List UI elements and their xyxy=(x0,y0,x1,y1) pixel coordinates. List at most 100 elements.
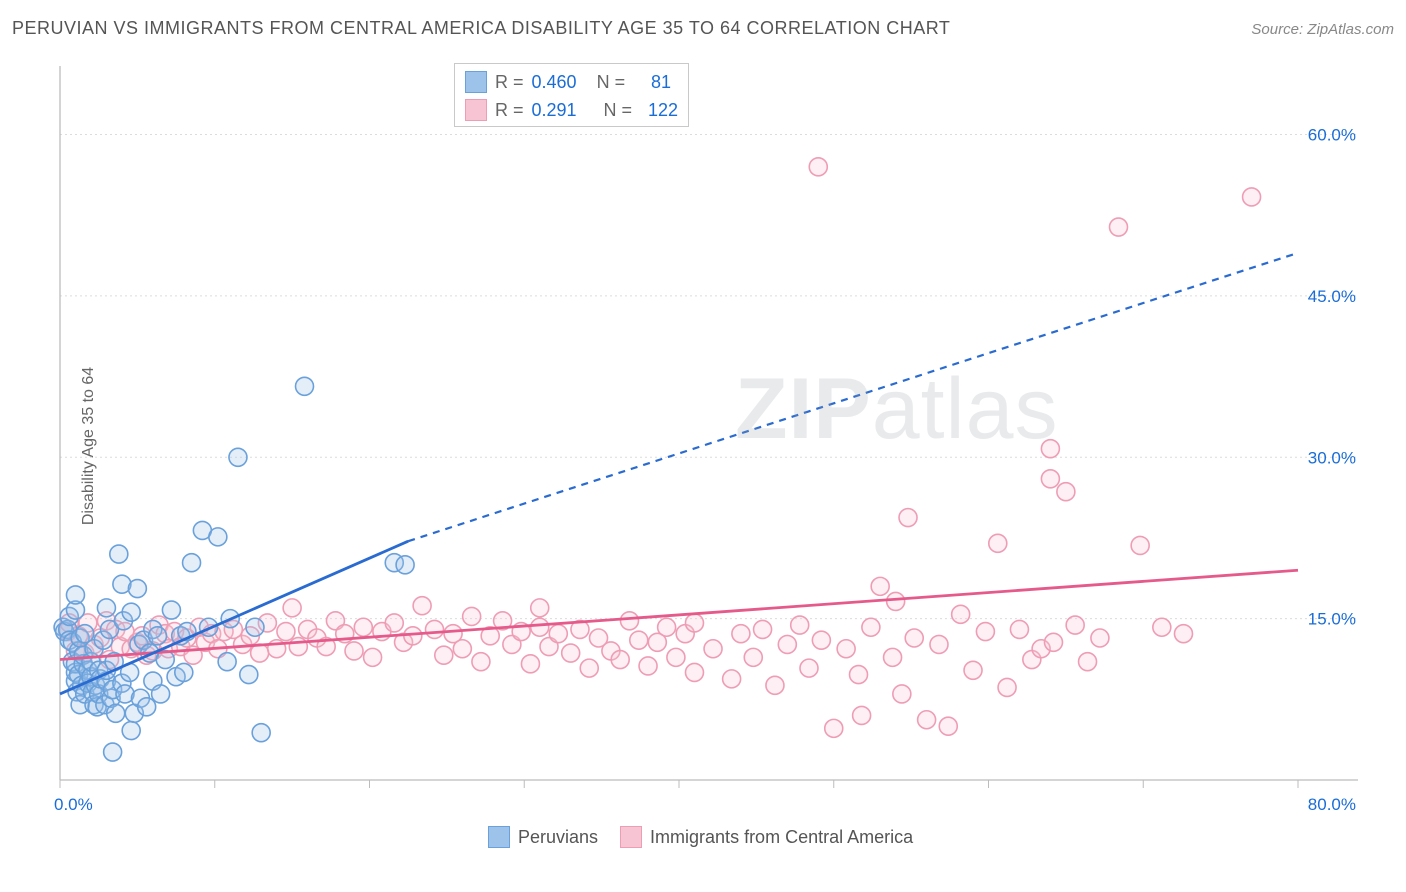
scatter-point xyxy=(413,597,431,615)
scatter-point xyxy=(531,618,549,636)
scatter-point xyxy=(862,618,880,636)
scatter-point xyxy=(97,599,115,617)
scatter-point xyxy=(1079,653,1097,671)
scatter-point xyxy=(685,614,703,632)
scatter-point xyxy=(998,678,1016,696)
y-tick-label: 45.0% xyxy=(1308,287,1356,306)
scatter-point xyxy=(1131,536,1149,554)
scatter-point xyxy=(685,663,703,681)
scatter-point xyxy=(732,625,750,643)
scatter-point xyxy=(1174,625,1192,643)
source-link[interactable]: ZipAtlas.com xyxy=(1307,21,1394,38)
scatter-point xyxy=(658,618,676,636)
legend-item-2: Immigrants from Central America xyxy=(620,826,913,848)
scatter-point xyxy=(1066,616,1084,634)
scatter-point xyxy=(252,724,270,742)
r-label-2: R = xyxy=(495,96,524,124)
scatter-point xyxy=(453,640,471,658)
scatter-point xyxy=(240,666,258,684)
scatter-point xyxy=(871,577,889,595)
scatter-point xyxy=(183,554,201,572)
scatter-point xyxy=(209,528,227,546)
scatter-point xyxy=(218,653,236,671)
n-label-2: N = xyxy=(604,96,633,124)
y-tick-label: 60.0% xyxy=(1308,126,1356,145)
scatter-point xyxy=(128,580,146,598)
scatter-point xyxy=(893,685,911,703)
chart-title: PERUVIAN VS IMMIGRANTS FROM CENTRAL AMER… xyxy=(12,18,950,39)
scatter-point xyxy=(580,659,598,677)
scatter-point xyxy=(521,655,539,673)
scatter-point xyxy=(1044,633,1062,651)
stats-row-1: R = 0.460 N = 81 xyxy=(465,68,678,96)
scatter-point xyxy=(104,743,122,761)
scatter-point xyxy=(345,642,363,660)
scatter-point xyxy=(853,706,871,724)
legend-label-2: Immigrants from Central America xyxy=(650,827,913,848)
scatter-point xyxy=(246,618,264,636)
swatch-series-1 xyxy=(465,71,487,93)
scatter-point xyxy=(277,623,295,641)
n-value-1: 81 xyxy=(633,68,671,96)
scatter-point xyxy=(825,719,843,737)
scatter-point xyxy=(110,545,128,563)
n-value-2: 122 xyxy=(640,96,678,124)
scatter-point xyxy=(425,620,443,638)
scatter-point xyxy=(723,670,741,688)
scatter-point xyxy=(791,616,809,634)
scatter-point xyxy=(531,599,549,617)
scatter-point xyxy=(630,631,648,649)
scatter-point xyxy=(1243,188,1261,206)
scatter-point xyxy=(562,644,580,662)
scatter-point xyxy=(918,711,936,729)
scatter-point xyxy=(989,534,1007,552)
scatter-point xyxy=(778,635,796,653)
scatter-point xyxy=(283,599,301,617)
scatter-point xyxy=(809,158,827,176)
scatter-point xyxy=(899,509,917,527)
scatter-point xyxy=(905,629,923,647)
scatter-point xyxy=(1041,440,1059,458)
header-row: PERUVIAN VS IMMIGRANTS FROM CENTRAL AMER… xyxy=(12,18,1394,39)
y-tick-label: 15.0% xyxy=(1308,610,1356,629)
r-value-2: 0.291 xyxy=(532,96,584,124)
scatter-point xyxy=(1057,483,1075,501)
scatter-point xyxy=(296,377,314,395)
scatter-point xyxy=(396,556,414,574)
scatter-point xyxy=(939,717,957,735)
scatter-point xyxy=(435,646,453,664)
legend-label-1: Peruvians xyxy=(518,827,598,848)
r-label-1: R = xyxy=(495,68,524,96)
scatter-point xyxy=(148,627,166,645)
scatter-point xyxy=(354,618,372,636)
r-value-1: 0.460 xyxy=(532,68,577,96)
stats-legend-box: R = 0.460 N = 81 R = 0.291 N = 122 xyxy=(454,63,689,127)
legend-swatch-2 xyxy=(620,826,642,848)
scatter-point xyxy=(800,659,818,677)
scatter-point xyxy=(175,663,193,681)
scatter-point xyxy=(766,676,784,694)
scatter-point xyxy=(952,605,970,623)
source-text: Source: ZipAtlas.com xyxy=(1251,21,1394,38)
x-label-left: 0.0% xyxy=(54,795,93,814)
scatter-point xyxy=(122,603,140,621)
scatter-point xyxy=(837,640,855,658)
scatter-point xyxy=(385,614,403,632)
scatter-point xyxy=(162,601,180,619)
scatter-point xyxy=(639,657,657,675)
scatter-point xyxy=(1010,620,1028,638)
scatter-point xyxy=(463,607,481,625)
scatter-point xyxy=(107,704,125,722)
scatter-point xyxy=(620,612,638,630)
source-prefix: Source: xyxy=(1251,21,1307,38)
stats-row-2: R = 0.291 N = 122 xyxy=(465,96,678,124)
x-label-right: 80.0% xyxy=(1308,795,1356,814)
scatter-point xyxy=(850,666,868,684)
legend-swatch-1 xyxy=(488,826,510,848)
scatter-point xyxy=(472,653,490,671)
scatter-point xyxy=(229,448,247,466)
scatter-point xyxy=(122,722,140,740)
scatter-point xyxy=(667,648,685,666)
scatter-point xyxy=(884,648,902,666)
scatter-plot: 15.0%30.0%45.0%60.0%0.0%80.0% xyxy=(42,60,1372,820)
